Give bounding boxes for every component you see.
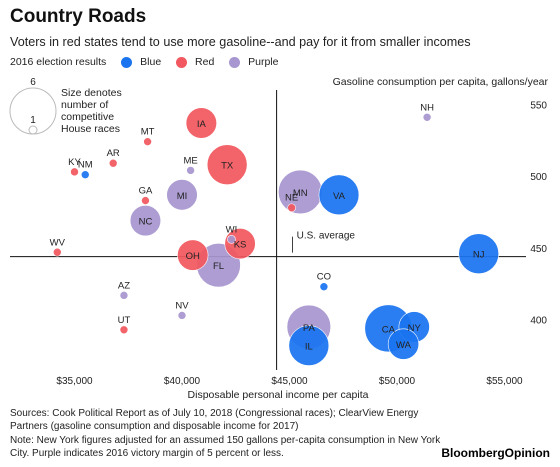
label-nc: NC <box>139 217 153 228</box>
scatter-chart: 6 1 Size denotes number of competitive H… <box>9 76 549 401</box>
brand-logo: BloombergOpinion <box>441 446 550 460</box>
label-il: IL <box>305 342 313 353</box>
bubble-oh <box>177 239 209 271</box>
bubble-nj <box>458 233 500 274</box>
label-ca: CA <box>382 324 396 335</box>
size-legend-large-value: 6 <box>30 77 36 88</box>
bubble-co <box>319 282 329 292</box>
size-legend-small-value: 1 <box>30 115 36 126</box>
y-tick-label: 450 <box>530 244 547 255</box>
y-tick-label: 550 <box>530 100 547 111</box>
legend-entry-purple: Purple <box>248 56 279 69</box>
y-axis-label: Gasoline consumption per capita, gallons… <box>333 76 549 88</box>
label-ga: GA <box>139 186 153 197</box>
label-ky: KY <box>68 157 81 168</box>
bubble-nc <box>129 205 162 237</box>
bubble-ar <box>108 158 118 168</box>
bubble-il <box>288 325 330 366</box>
bubble-wv <box>52 247 62 257</box>
label-ar: AR <box>107 148 120 159</box>
chart-subtitle: Voters in red states tend to use more ga… <box>10 35 471 49</box>
label-ne: NE <box>285 193 298 204</box>
legend-swatch-red <box>176 56 188 68</box>
label-mi: MI <box>177 191 188 202</box>
label-mt: MT <box>141 127 155 138</box>
x-tick-label: $45,000 <box>271 376 308 387</box>
label-ia: IA <box>197 119 207 130</box>
footnotes: Sources: Cook Political Report as of Jul… <box>10 407 458 461</box>
bubble-az <box>119 291 129 300</box>
bubble-nh <box>422 112 432 122</box>
label-nh: NH <box>420 102 434 113</box>
label-nv: NV <box>175 300 189 311</box>
size-legend-large-circle <box>9 87 57 135</box>
bubble-ky <box>70 167 79 177</box>
bubble-nv <box>177 311 187 320</box>
x-tick-label: $50,000 <box>379 376 416 387</box>
bubble-va <box>318 174 360 216</box>
bubble-ut <box>119 325 129 335</box>
label-fl: FL <box>213 261 224 272</box>
label-ks: KS <box>234 240 247 251</box>
label-co: CO <box>317 272 331 283</box>
bubble-wi <box>227 235 236 244</box>
label-tx: TX <box>221 161 234 172</box>
label-wa: WA <box>396 340 412 351</box>
bubble-ga <box>141 196 150 205</box>
label-ut: UT <box>118 315 131 326</box>
footnote-note: Note: New York figures adjusted for an a… <box>10 434 441 460</box>
legend-swatch-purple <box>229 56 241 68</box>
bubble-mt <box>143 137 152 146</box>
legend-entry-red: Red <box>195 56 215 69</box>
label-nj: NJ <box>473 250 485 261</box>
bubble-ia <box>185 107 217 139</box>
x-tick-label: $35,000 <box>56 376 93 387</box>
size-legend-text-3: competitive <box>61 111 114 123</box>
bubble-ne <box>287 203 296 213</box>
label-oh: OH <box>186 251 200 262</box>
y-tick-label: 400 <box>530 316 547 327</box>
size-legend-text-1: Size denotes <box>61 87 122 99</box>
legend-label: 2016 election results <box>10 56 107 69</box>
size-legend-text-4: House races <box>61 123 120 135</box>
color-legend: 2016 election results Blue Red Purple <box>10 56 278 70</box>
label-wi: WI <box>226 224 238 235</box>
label-mn: MN <box>293 188 308 199</box>
legend-entry-blue: Blue <box>140 56 162 69</box>
size-legend-small-circle <box>28 125 38 135</box>
x-tick-label: $55,000 <box>486 376 523 387</box>
bubble-nm <box>80 170 90 180</box>
us-average-label: U.S. average <box>297 231 356 242</box>
bubble-me <box>186 166 195 175</box>
size-legend: 6 1 Size denotes number of competitive H… <box>9 77 122 135</box>
size-legend-text-2: number of <box>61 99 108 111</box>
footnote-sources: Sources: Cook Political Report as of Jul… <box>10 408 419 433</box>
x-tick-label: $40,000 <box>164 376 201 387</box>
legend-swatch-blue <box>121 56 133 68</box>
bubble-mi <box>166 179 198 211</box>
y-tick-label: 500 <box>530 172 547 183</box>
label-wv: WV <box>50 237 66 248</box>
label-pa: PA <box>303 323 316 334</box>
bubble-tx <box>206 144 248 185</box>
label-ny: NY <box>408 323 422 334</box>
label-me: ME <box>183 155 197 166</box>
label-nm: NM <box>78 160 93 171</box>
bubble-wa <box>387 328 420 360</box>
x-axis-label: Disposable personal income per capita <box>188 389 369 401</box>
label-va: VA <box>333 191 346 202</box>
chart-title: Country Roads <box>10 6 147 27</box>
label-az: AZ <box>118 280 130 291</box>
